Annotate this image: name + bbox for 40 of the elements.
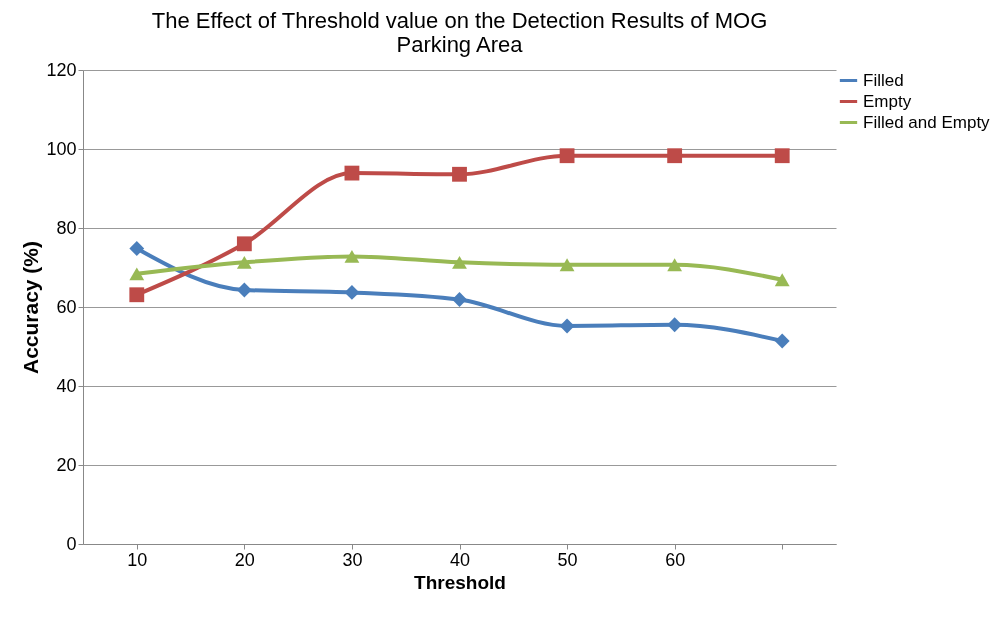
y-tick-label: 100 xyxy=(46,138,77,159)
x-tick-label: 40 xyxy=(449,549,471,570)
x-tick-label: 30 xyxy=(342,549,363,570)
point xyxy=(344,165,360,181)
point xyxy=(129,287,145,303)
y-tick-label: 80 xyxy=(56,217,77,238)
point xyxy=(774,273,790,287)
y-tick-label: 20 xyxy=(56,454,77,475)
point xyxy=(236,255,252,269)
point xyxy=(129,267,145,281)
chart-title: The Effect of Threshold value on the Detection Results of MOG Parking Area xyxy=(151,8,768,57)
point xyxy=(236,282,252,298)
x-axis-title: Threshold xyxy=(414,571,506,593)
x-tick-label: 60 xyxy=(665,549,686,570)
point xyxy=(344,250,360,263)
point xyxy=(129,241,145,256)
point xyxy=(452,166,467,182)
legend-label: Empty xyxy=(863,91,912,111)
point xyxy=(667,258,683,272)
point xyxy=(559,148,575,164)
point xyxy=(774,148,790,164)
y-tick-label: 0 xyxy=(66,533,77,554)
y-tick-label: 120 xyxy=(46,59,77,80)
point xyxy=(559,258,575,272)
point xyxy=(667,317,683,333)
legend-label: Filled and Empty xyxy=(863,112,991,132)
y-tick-label: 40 xyxy=(56,375,77,396)
y-tick-label: 60 xyxy=(56,296,77,317)
point xyxy=(452,292,467,307)
y-axis-title: Accuracy (%) xyxy=(19,240,43,375)
x-tick-label: 50 xyxy=(557,549,578,570)
point xyxy=(344,284,360,300)
point xyxy=(559,318,575,334)
point xyxy=(236,236,252,252)
point xyxy=(774,333,790,349)
point xyxy=(452,255,467,269)
x-tick-label: 20 xyxy=(234,549,255,570)
x-tick-label: 10 xyxy=(127,549,148,570)
legend-label: Filled xyxy=(863,70,904,90)
point xyxy=(667,148,683,164)
